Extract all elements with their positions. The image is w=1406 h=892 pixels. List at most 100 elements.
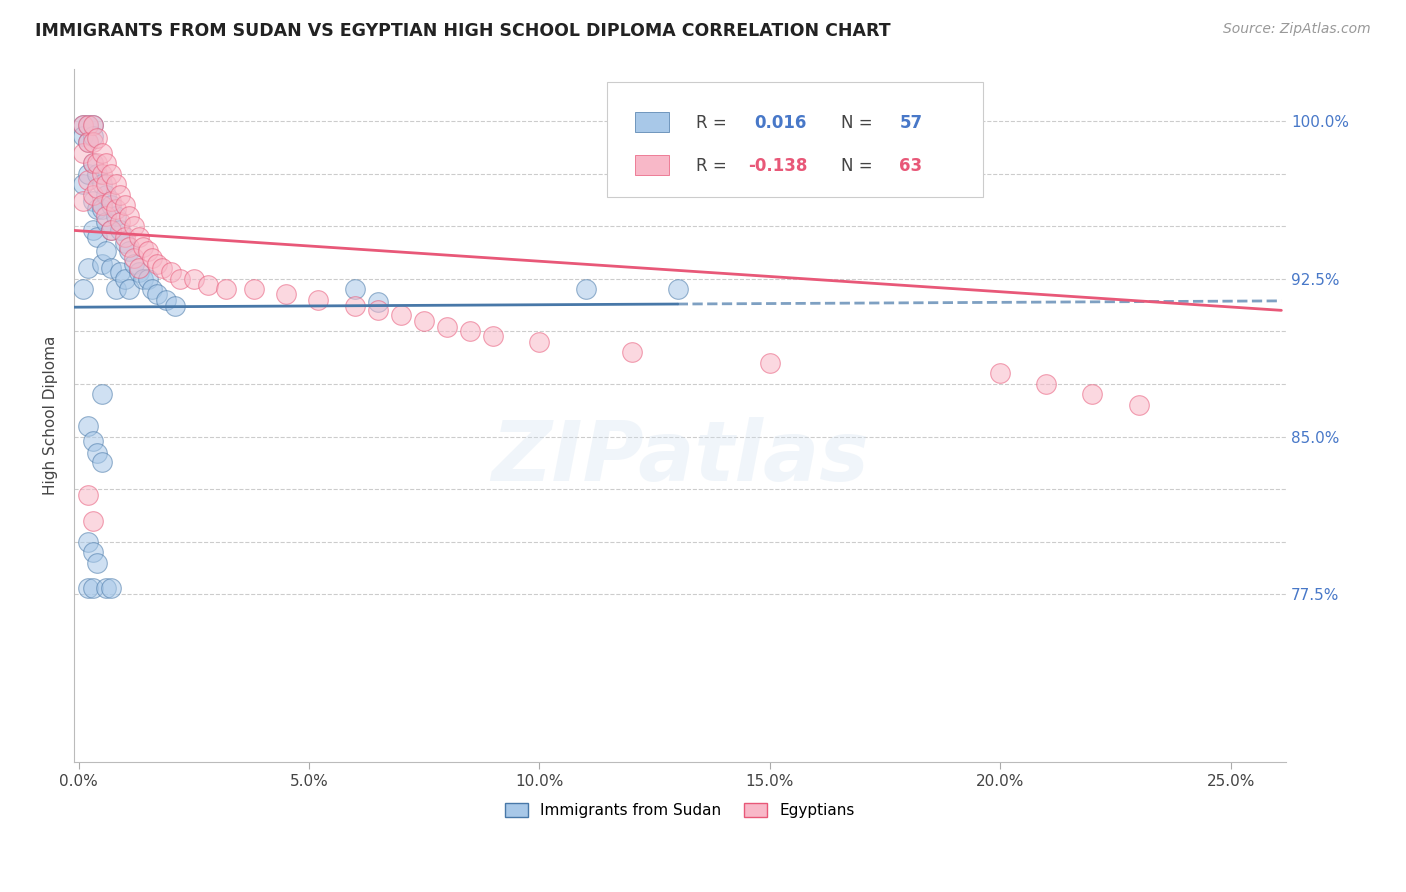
Point	[141, 282, 163, 296]
Text: 57: 57	[900, 113, 922, 132]
Point	[86, 229, 108, 244]
Point	[1128, 398, 1150, 412]
Point	[96, 156, 118, 170]
Point	[86, 167, 108, 181]
Point	[82, 135, 104, 149]
Point	[988, 367, 1011, 381]
Text: Source: ZipAtlas.com: Source: ZipAtlas.com	[1223, 22, 1371, 37]
Point	[436, 320, 458, 334]
Point	[165, 299, 187, 313]
Point	[1081, 387, 1104, 401]
Point	[77, 118, 100, 132]
Text: R =: R =	[696, 113, 731, 132]
Text: -0.138: -0.138	[748, 157, 807, 175]
Point	[86, 181, 108, 195]
FancyBboxPatch shape	[636, 112, 669, 132]
Point	[529, 334, 551, 349]
Point	[243, 282, 266, 296]
Point	[72, 128, 94, 143]
Point	[86, 131, 108, 145]
Point	[82, 187, 104, 202]
Point	[82, 514, 104, 528]
Point	[108, 265, 131, 279]
Point	[574, 282, 596, 296]
Point	[77, 118, 100, 132]
Point	[160, 265, 183, 279]
Point	[307, 293, 329, 307]
Point	[108, 187, 131, 202]
Point	[77, 135, 100, 149]
Point	[136, 272, 159, 286]
Point	[96, 187, 118, 202]
Point	[132, 240, 155, 254]
Point	[96, 177, 118, 191]
Point	[108, 223, 131, 237]
Point	[100, 581, 122, 595]
Point	[146, 257, 169, 271]
Point	[150, 261, 173, 276]
Point	[82, 194, 104, 208]
Point	[114, 198, 136, 212]
Point	[460, 324, 482, 338]
Point	[96, 581, 118, 595]
Point	[128, 261, 150, 276]
Legend: Immigrants from Sudan, Egyptians: Immigrants from Sudan, Egyptians	[499, 797, 860, 824]
Point	[72, 118, 94, 132]
Point	[90, 202, 112, 217]
Point	[104, 177, 127, 191]
Point	[96, 209, 118, 223]
Point	[122, 257, 145, 271]
Point	[367, 303, 389, 318]
Point	[96, 244, 118, 259]
Text: R =: R =	[696, 157, 731, 175]
FancyBboxPatch shape	[636, 155, 669, 175]
Point	[482, 328, 505, 343]
Point	[367, 294, 389, 309]
Point	[86, 446, 108, 460]
Point	[122, 219, 145, 234]
Point	[344, 282, 367, 296]
FancyBboxPatch shape	[607, 82, 983, 197]
Point	[77, 419, 100, 434]
Point	[77, 135, 100, 149]
Point	[77, 534, 100, 549]
Point	[100, 198, 122, 212]
Point	[666, 282, 689, 296]
Point	[82, 545, 104, 559]
Point	[90, 387, 112, 401]
Point	[82, 118, 104, 132]
Point	[72, 282, 94, 296]
Text: N =: N =	[841, 113, 879, 132]
Point	[90, 455, 112, 469]
Point	[82, 128, 104, 143]
Point	[86, 202, 108, 217]
Point	[620, 345, 643, 359]
Point	[77, 581, 100, 595]
Point	[344, 299, 367, 313]
Point	[77, 488, 100, 502]
Point	[118, 240, 141, 254]
Point	[183, 272, 205, 286]
Text: ZIPatlas: ZIPatlas	[491, 417, 869, 498]
Point	[389, 308, 412, 322]
Point	[118, 244, 141, 259]
Point	[104, 202, 127, 217]
Point	[104, 282, 127, 296]
Point	[118, 282, 141, 296]
Point	[90, 257, 112, 271]
Point	[82, 118, 104, 132]
Text: IMMIGRANTS FROM SUDAN VS EGYPTIAN HIGH SCHOOL DIPLOMA CORRELATION CHART: IMMIGRANTS FROM SUDAN VS EGYPTIAN HIGH S…	[35, 22, 891, 40]
Point	[197, 278, 219, 293]
Point	[1035, 376, 1057, 391]
Y-axis label: High School Diploma: High School Diploma	[44, 335, 58, 495]
Point	[108, 215, 131, 229]
Text: 63: 63	[900, 157, 922, 175]
Point	[77, 173, 100, 187]
Point	[141, 251, 163, 265]
Point	[86, 556, 108, 570]
Point	[215, 282, 238, 296]
Point	[118, 209, 141, 223]
Text: N =: N =	[841, 157, 879, 175]
Point	[96, 215, 118, 229]
Point	[90, 177, 112, 191]
